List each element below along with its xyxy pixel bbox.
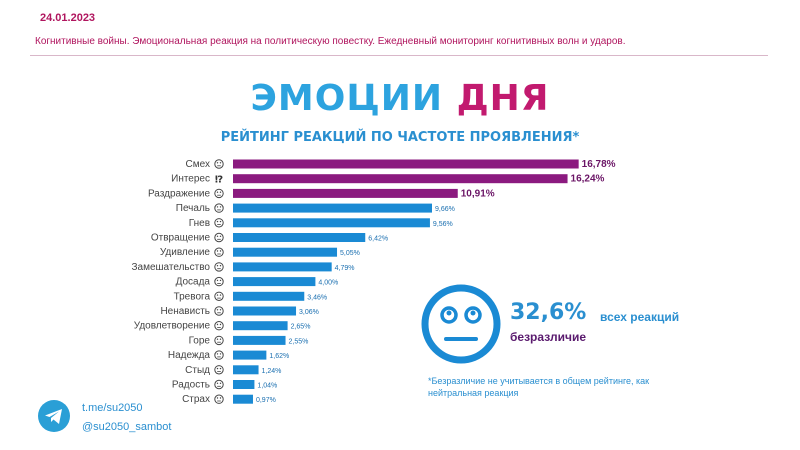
bar-5 xyxy=(233,233,366,242)
category-label: Печаль xyxy=(176,203,210,214)
bar-2 xyxy=(233,188,458,198)
category-label: Удовлетворение xyxy=(134,321,211,332)
bar-6 xyxy=(233,247,338,257)
hope-icon xyxy=(214,350,224,360)
indifference-text: всех реакций xyxy=(600,310,680,324)
category-label: Страх xyxy=(182,394,210,405)
value-label: 4,79% xyxy=(335,265,355,272)
bar-10 xyxy=(233,306,297,316)
satisfied-face-icon xyxy=(214,321,224,331)
bar-0 xyxy=(233,159,579,169)
category-label: Досада xyxy=(176,277,211,288)
category-label: Отвращение xyxy=(151,233,211,244)
main-title-word2: ДНЯ xyxy=(456,78,550,119)
bar-1 xyxy=(233,174,568,184)
main-title-word1: ЭМОЦИИ xyxy=(250,78,444,119)
value-label: 6,42% xyxy=(368,236,388,243)
fearful-face-icon xyxy=(214,394,224,404)
value-label: 10,91% xyxy=(461,188,495,199)
svg-text:⁉: ⁉ xyxy=(215,175,223,186)
chart-title: РЕЙТИНГ РЕАКЦИЙ ПО ЧАСТОТЕ ПРОЯВЛЕНИЯ* xyxy=(220,130,580,145)
category-label: Замешательство xyxy=(132,262,211,273)
value-label: 0,97% xyxy=(256,397,276,404)
disgusted-face-icon xyxy=(214,232,224,243)
bar-3 xyxy=(233,203,432,213)
bar-4 xyxy=(233,218,430,228)
category-label: Стыд xyxy=(185,365,210,376)
sad-face-icon xyxy=(214,203,224,213)
category-label: Удивление xyxy=(160,247,211,258)
value-label: 1,04% xyxy=(257,383,277,390)
value-label: 9,56% xyxy=(433,221,453,228)
bar-13 xyxy=(233,350,267,360)
telegram-icon[interactable] xyxy=(38,400,70,432)
laughing-face-icon xyxy=(214,159,224,169)
category-label: Гнев xyxy=(189,218,210,229)
value-label: 5,05% xyxy=(340,250,360,257)
value-label: 16,78% xyxy=(582,159,616,170)
indifferent-face-icon xyxy=(421,284,501,364)
bar-12 xyxy=(233,335,286,345)
confused-face-icon xyxy=(214,262,224,272)
footnote: *Безразличие не учитывается в общем рейт… xyxy=(428,376,650,398)
bar-11 xyxy=(233,321,288,331)
bar-7 xyxy=(233,262,332,272)
value-label: 2,55% xyxy=(289,338,309,345)
value-label: 2,65% xyxy=(291,324,311,331)
angry-face-icon xyxy=(214,218,224,228)
header-subtitle: Когнитивные войны. Эмоциональная реакция… xyxy=(35,36,626,47)
ashamed-face-icon xyxy=(214,365,224,375)
telegram-bot-link[interactable]: @su2050_sambot xyxy=(82,421,172,433)
bar-16 xyxy=(233,394,253,404)
value-label: 3,06% xyxy=(299,309,319,316)
bar-9 xyxy=(233,291,305,301)
indifference-label: безразличие xyxy=(510,330,587,344)
surprised-face-icon xyxy=(214,247,224,257)
category-label: Горе xyxy=(189,335,211,346)
category-label: Надежда xyxy=(168,350,211,361)
category-label: Тревога xyxy=(174,291,211,302)
value-label: 4,00% xyxy=(318,280,338,287)
indifference-value: 32,6% xyxy=(510,300,587,325)
date-label: 24.01.2023 xyxy=(40,12,96,24)
category-label: Раздражение xyxy=(148,188,210,199)
telegram-channel-link[interactable]: t.me/su2050 xyxy=(82,402,143,414)
joyful-face-icon xyxy=(214,379,224,390)
annoyed-face-icon xyxy=(214,276,224,287)
category-label: Интерес xyxy=(171,174,210,185)
value-label: 1,62% xyxy=(269,353,289,360)
value-label: 9,66% xyxy=(435,206,455,213)
category-label: Радость xyxy=(172,380,210,391)
main-title: ЭМОЦИИ ДНЯ xyxy=(0,78,800,119)
interrobang-icon: ⁉ xyxy=(215,175,223,186)
header-divider xyxy=(30,55,768,56)
bar-15 xyxy=(233,380,255,389)
anxious-face-icon xyxy=(214,291,224,301)
bar-8 xyxy=(233,277,316,287)
value-label: 3,46% xyxy=(307,294,327,301)
category-label: Ненависть xyxy=(160,306,210,317)
value-label: 16,24% xyxy=(571,174,605,185)
hateful-face-icon xyxy=(214,306,224,316)
grief-face-icon xyxy=(214,335,224,346)
category-label: Смех xyxy=(186,159,210,170)
bar-14 xyxy=(233,365,259,375)
value-label: 1,24% xyxy=(262,368,282,375)
irritated-face-icon xyxy=(214,188,224,199)
